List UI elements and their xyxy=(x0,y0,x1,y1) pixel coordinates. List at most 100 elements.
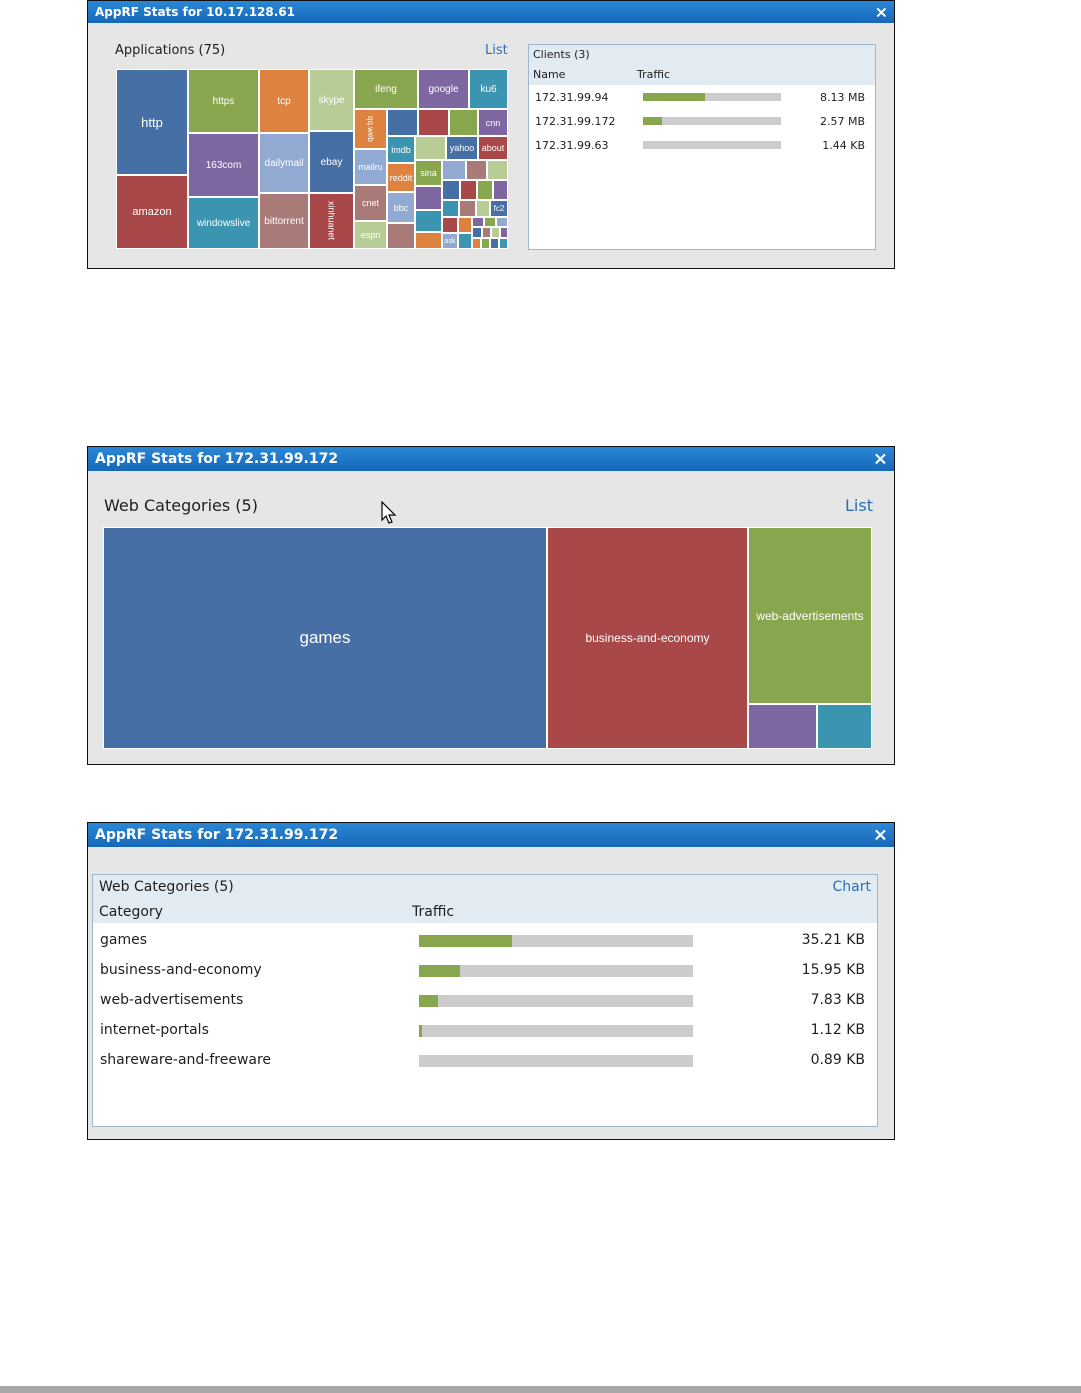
apprf-dialog-2: AppRF Stats for 172.31.99.172 × Web Cate… xyxy=(87,446,895,765)
app-tile[interactable] xyxy=(415,136,446,160)
app-tile[interactable] xyxy=(449,109,478,136)
web-categories-panel: Web Categories (5) Chart Category Traffi… xyxy=(92,874,878,1127)
app-tile[interactable] xyxy=(387,109,418,136)
app-tile[interactable] xyxy=(472,217,484,227)
app-tile-sina[interactable]: sina xyxy=(415,160,442,186)
close-icon[interactable]: × xyxy=(874,2,888,22)
app-tile-amazon[interactable]: amazon xyxy=(116,175,188,249)
app-tile[interactable] xyxy=(418,109,449,136)
category-tile-shareware-and-freeware[interactable] xyxy=(817,704,872,749)
client-row[interactable]: 172.31.99.172 2.57 MB xyxy=(529,111,875,135)
app-tile-fc2[interactable]: fc2 xyxy=(490,200,508,217)
applications-treemap: http amazon https 163com windowslive tcp… xyxy=(116,69,508,249)
app-tile[interactable] xyxy=(442,160,466,180)
app-tile-google[interactable]: google xyxy=(418,69,469,109)
traffic-value: 2.57 MB xyxy=(819,115,865,128)
client-row[interactable]: 172.31.99.94 8.13 MB xyxy=(529,87,875,111)
app-tile[interactable] xyxy=(487,160,508,180)
app-tile-dailymail[interactable]: dailymail xyxy=(259,133,309,193)
category-tile-web-advertisements[interactable]: web-advertisements xyxy=(748,527,872,704)
app-tile-cnet[interactable]: cnet xyxy=(354,185,387,221)
app-tile-http[interactable]: http xyxy=(116,69,188,175)
app-tile-cnn[interactable]: cnn xyxy=(478,109,508,136)
app-tile-bbc[interactable]: bbc xyxy=(387,192,415,223)
app-tile-ebay[interactable]: ebay xyxy=(309,131,354,193)
app-tile-qq-web[interactable]: qq.web xyxy=(354,109,387,149)
category-row[interactable]: games 35.21 KB xyxy=(93,927,877,957)
app-tile[interactable] xyxy=(482,227,491,238)
category-name: web-advertisements xyxy=(100,992,244,1008)
app-tile[interactable] xyxy=(472,227,482,238)
close-icon[interactable]: × xyxy=(872,824,888,846)
app-tile[interactable] xyxy=(476,200,490,217)
web-categories-label: Web Categories (5) xyxy=(99,879,234,895)
app-tile-https[interactable]: https xyxy=(188,69,259,133)
category-row[interactable]: internet-portals 1.12 KB xyxy=(93,1017,877,1047)
app-tile-mailru[interactable]: mailru xyxy=(354,149,387,185)
traffic-bar-fill xyxy=(419,995,439,1007)
clients-panel-header xyxy=(529,45,875,85)
category-row[interactable]: shareware-and-freeware 0.89 KB xyxy=(93,1047,877,1077)
list-link[interactable]: List xyxy=(485,43,508,58)
category-row[interactable]: web-advertisements 7.83 KB xyxy=(93,987,877,1017)
list-link[interactable]: List xyxy=(845,496,873,515)
app-tile[interactable] xyxy=(472,238,481,249)
app-tile-tcp[interactable]: tcp xyxy=(259,69,309,133)
app-tile-ifeng[interactable]: ifeng xyxy=(354,69,418,109)
traffic-bar xyxy=(419,995,693,1007)
app-tile[interactable] xyxy=(442,217,458,233)
app-tile[interactable] xyxy=(415,186,442,210)
app-tile-xinhuanet[interactable]: xinhuanet xyxy=(309,193,354,249)
app-tile[interactable] xyxy=(477,180,493,200)
category-tile-internet-portals[interactable] xyxy=(748,704,817,749)
app-tile[interactable] xyxy=(458,233,472,249)
app-tile-windowslive[interactable]: windowslive xyxy=(188,197,259,249)
app-tile-163com[interactable]: 163com xyxy=(188,133,259,197)
app-tile[interactable] xyxy=(481,238,490,249)
app-tile-imdb[interactable]: imdb xyxy=(387,136,415,163)
app-tile[interactable] xyxy=(496,217,508,227)
app-tile[interactable] xyxy=(500,227,508,238)
traffic-value: 1.12 KB xyxy=(810,1022,865,1038)
app-tile[interactable] xyxy=(466,160,487,180)
column-header-traffic: Traffic xyxy=(637,68,671,81)
app-tile-bittorrent[interactable]: bittorrent xyxy=(259,193,309,249)
client-row[interactable]: 172.31.99.63 1.44 KB xyxy=(529,135,875,159)
category-row[interactable]: business-and-economy 15.95 KB xyxy=(93,957,877,987)
app-tile-reddit[interactable]: reddit xyxy=(387,163,415,192)
app-tile[interactable] xyxy=(493,180,508,200)
app-tile[interactable] xyxy=(415,210,442,232)
traffic-bar-fill xyxy=(419,1025,422,1037)
web-categories-treemap: games business-and-economy web-advertise… xyxy=(103,527,872,749)
mouse-cursor-icon xyxy=(381,501,397,524)
app-tile[interactable] xyxy=(460,180,477,200)
traffic-bar-fill xyxy=(643,117,663,125)
app-tile[interactable] xyxy=(442,200,459,217)
app-tile-skype[interactable]: skype xyxy=(309,69,354,131)
close-icon[interactable]: × xyxy=(872,448,888,470)
app-tile[interactable] xyxy=(491,227,500,238)
traffic-value: 15.95 KB xyxy=(801,962,865,978)
chart-link[interactable]: Chart xyxy=(832,879,871,895)
client-name: 172.31.99.63 xyxy=(535,139,609,152)
traffic-bar-fill xyxy=(643,93,706,101)
traffic-bar xyxy=(643,117,781,125)
app-tile[interactable] xyxy=(442,180,460,200)
app-tile-ku6[interactable]: ku6 xyxy=(469,69,508,109)
app-tile-espn[interactable]: espn xyxy=(354,221,387,249)
app-tile[interactable] xyxy=(415,232,442,249)
app-tile-yahoo[interactable]: yahoo xyxy=(446,136,478,160)
app-tile[interactable] xyxy=(490,238,499,249)
category-tile-business-and-economy[interactable]: business-and-economy xyxy=(547,527,748,749)
applications-label: Applications (75) xyxy=(115,43,226,58)
app-tile[interactable] xyxy=(458,217,472,233)
apprf-dialog-1: AppRF Stats for 10.17.128.61 × Applicati… xyxy=(87,0,895,269)
app-tile[interactable] xyxy=(387,223,415,249)
app-tile-about[interactable]: about xyxy=(478,136,508,160)
traffic-value: 1.44 KB xyxy=(822,139,865,152)
app-tile-ask[interactable]: ask xyxy=(442,233,458,249)
category-tile-games[interactable]: games xyxy=(103,527,547,749)
app-tile[interactable] xyxy=(459,200,476,217)
app-tile[interactable] xyxy=(484,217,496,227)
app-tile[interactable] xyxy=(499,238,508,249)
